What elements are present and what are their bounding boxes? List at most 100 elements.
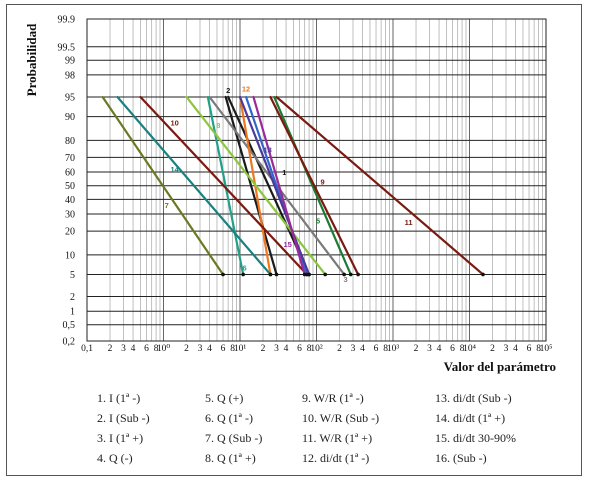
- series-label-6: 6: [243, 263, 247, 272]
- y-tick-label: 2: [70, 292, 75, 303]
- series-line-6: [206, 95, 245, 276]
- series-endpoint-13: [307, 272, 311, 277]
- y-tick-label: 30: [65, 210, 75, 221]
- y-tick-label: 90: [65, 112, 75, 123]
- x-tick-label: 10²: [310, 344, 323, 354]
- series-endpoint-7: [221, 272, 225, 277]
- series-line-13: [238, 95, 311, 276]
- y-tick-label: 10: [65, 250, 75, 261]
- y-tick-label: 99: [65, 56, 75, 67]
- series-line-15: [252, 95, 306, 276]
- series-label-1: 1: [282, 168, 286, 177]
- series-endpoint-9: [356, 272, 360, 277]
- series-label-9: 9: [320, 178, 324, 187]
- series-endpoint-11: [481, 272, 485, 277]
- legend-item-9: 9. W/R (1ª -): [302, 391, 364, 405]
- series-endpoint-5: [348, 272, 353, 277]
- x-tick-label: 3: [427, 344, 432, 354]
- x-tick-label: 3: [504, 344, 509, 354]
- series-label-2: 2: [226, 86, 230, 95]
- x-tick-label: 4: [360, 344, 365, 354]
- legend-item-5: 5. Q (+): [205, 391, 244, 405]
- series-endpoint-14: [268, 272, 273, 277]
- legend-item-4: 4. Q (-): [97, 451, 133, 465]
- y-tick-label: 98: [65, 70, 75, 81]
- x-tick-label: 8: [154, 344, 159, 354]
- legend-item-8: 8. Q (1ª +): [205, 451, 256, 465]
- x-tick-label: 2: [261, 344, 266, 354]
- y-tick-label: 99.5: [58, 42, 76, 53]
- series-line-7: [101, 95, 225, 276]
- x-tick-label: 2: [108, 344, 113, 354]
- x-tick-label: 10¹: [234, 344, 247, 354]
- y-tick-label: 80: [65, 136, 75, 147]
- x-tick-label: 4: [513, 344, 518, 354]
- series-endpoint-6: [241, 272, 245, 277]
- y-tick-label: 95: [65, 92, 75, 103]
- y-tick-labels: 99.9 99.5 99 98 95 90 80 70 60 50 40 30 20 10 5 2 1 0,5 0,…: [58, 15, 76, 348]
- x-tick-label: 10³: [387, 344, 400, 354]
- x-tick-label: 8: [536, 344, 541, 354]
- series-endpoint-3: [342, 272, 346, 277]
- x-axis-label: Valor del parámetro: [444, 359, 556, 374]
- y-axis-label: Probabilidad: [24, 23, 39, 97]
- series-label-11: 11: [405, 218, 413, 227]
- legend-item-12: 12. di/dt (1ª -): [302, 451, 370, 465]
- x-tick-label: 8: [230, 344, 235, 354]
- legend-item-10: 10. W/R (Sub -): [302, 411, 380, 425]
- series-endpoint-15: [302, 272, 307, 277]
- x-tick-label: 0,1: [81, 344, 93, 354]
- x-tick-label: 3: [198, 344, 203, 354]
- y-tick-label: 70: [65, 153, 75, 164]
- series-line-5: [273, 95, 352, 276]
- legend-item-3: 3. I (1ª +): [97, 431, 144, 445]
- x-tick-label: 2: [184, 344, 189, 354]
- series-label-15: 15: [284, 240, 292, 249]
- x-tick-label: 2: [337, 344, 342, 354]
- legend-item-16: 16. (Sub -): [435, 451, 487, 465]
- legend-item-11: 11. W/R (1ª +): [302, 431, 373, 445]
- series-endpoint-8: [323, 272, 328, 277]
- series-line-9: [269, 95, 360, 276]
- x-tick-label: 2: [414, 344, 419, 354]
- x-tick-label: 10⁴: [463, 344, 477, 354]
- x-tick-label: 6: [374, 344, 379, 354]
- series-label-10: 10: [171, 118, 179, 127]
- series-label-14: 14: [171, 165, 180, 174]
- plot-border: [86, 18, 547, 342]
- series-label-5: 5: [316, 216, 320, 225]
- x-tick-label: 3: [274, 344, 279, 354]
- x-tick-label: 4: [284, 344, 289, 354]
- legend-item-14: 14. di/dt (1ª +): [435, 411, 506, 425]
- series-label-7: 7: [165, 201, 169, 210]
- y-tick-label: 0,2: [63, 337, 76, 348]
- legend-item-1: 1. I (1ª -): [97, 391, 141, 405]
- x-tick-label: 6: [527, 344, 532, 354]
- legend-item-15: 15. di/dt 30-90%: [435, 431, 516, 445]
- x-tick-label: 6: [297, 344, 302, 354]
- legend: 1. I (1ª -) 5. Q (+) 9. W/R (1ª -) 13. d…: [0, 386, 589, 476]
- series-endpoint-2: [274, 272, 279, 277]
- y-tick-label: 50: [65, 181, 75, 192]
- y-tick-label: 40: [65, 195, 75, 206]
- x-tick-label: 3: [351, 344, 356, 354]
- y-tick-label: 99.9: [58, 15, 76, 26]
- x-tick-label: 4: [207, 344, 212, 354]
- x-tick-label: 8: [460, 344, 465, 354]
- y-tick-label: 20: [65, 227, 75, 238]
- x-tick-label: 6: [450, 344, 455, 354]
- legend-item-6: 6. Q (1ª -): [205, 411, 253, 425]
- legend-item-13: 13. di/dt (Sub -): [435, 391, 512, 405]
- series-line-10: [139, 95, 309, 276]
- series-line-2: [224, 95, 278, 276]
- x-tick-label: 10⁵: [540, 344, 553, 354]
- y-tick-label: 5: [70, 270, 75, 281]
- legend-item-2: 2. I (Sub -): [97, 411, 150, 425]
- x-tick-label: 4: [131, 344, 136, 354]
- x-tick-label: 3: [121, 344, 126, 354]
- x-tick-label: 4: [437, 344, 442, 354]
- grid-minor: [109, 19, 543, 341]
